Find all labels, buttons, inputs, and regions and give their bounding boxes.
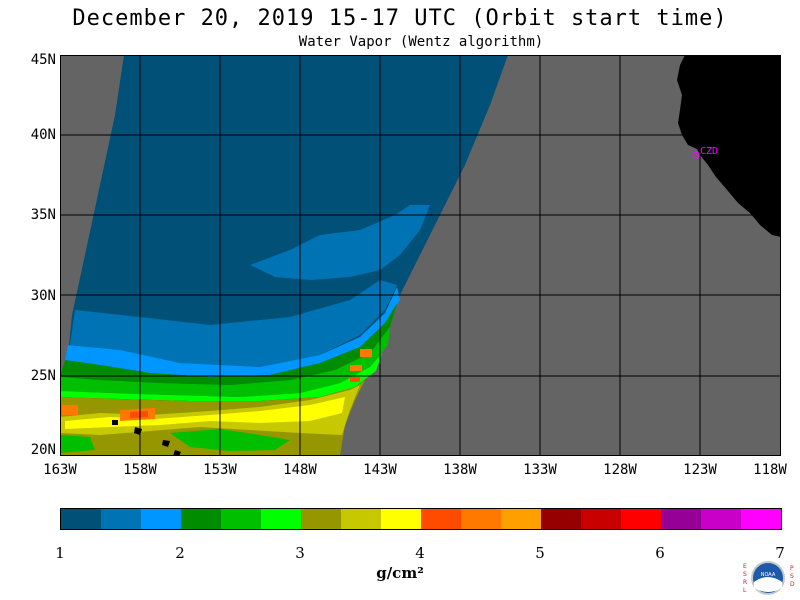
colorbar-cell-7 xyxy=(341,509,381,529)
swath-medium-blue xyxy=(70,205,430,367)
svg-text:P: P xyxy=(790,565,794,572)
colorbar-tick-5: 5 xyxy=(535,544,545,562)
station-label-czd: CZD xyxy=(700,146,719,157)
grid-lines xyxy=(60,55,781,456)
lon-label-123w: 123W xyxy=(683,462,717,478)
swath-dark-green xyxy=(60,303,397,385)
swath-green-spots xyxy=(60,429,290,453)
svg-text:D: D xyxy=(790,581,795,588)
colorbar-cell-5 xyxy=(261,509,301,529)
svg-text:S: S xyxy=(743,571,747,578)
svg-text:NOAA: NOAA xyxy=(761,572,776,578)
svg-text:L: L xyxy=(743,587,747,594)
lon-label-118w: 118W xyxy=(753,462,787,478)
lon-label-153w: 153W xyxy=(203,462,237,478)
lat-label-45n: 45N xyxy=(30,52,56,68)
colorbar xyxy=(60,508,782,530)
swath-yellow xyxy=(65,397,345,429)
swath-bright-green xyxy=(60,353,382,401)
noaa-logo-icon: NOAA E S R L P S D xyxy=(743,561,795,595)
station-marker-icon xyxy=(692,151,700,159)
lat-label-40n: 40N xyxy=(30,127,56,143)
colorbar-cell-12 xyxy=(541,509,581,529)
colorbar-cell-1 xyxy=(101,509,141,529)
colorbar-cell-3 xyxy=(181,509,221,529)
colorbar-cell-15 xyxy=(661,509,701,529)
colorbar-cell-16 xyxy=(701,509,741,529)
svg-text:E: E xyxy=(743,563,747,570)
lon-label-143w: 143W xyxy=(363,462,397,478)
colorbar-cell-14 xyxy=(621,509,661,529)
colorbar-cell-13 xyxy=(581,509,621,529)
colorbar-tick-4: 4 xyxy=(415,544,425,562)
lon-label-163w: 163W xyxy=(43,462,77,478)
map-frame xyxy=(60,55,781,456)
colorbar-cell-8 xyxy=(381,509,421,529)
colorbar-cell-4 xyxy=(221,509,261,529)
land-mass xyxy=(677,55,781,237)
swath-green xyxy=(60,327,390,397)
colorbar-cell-17 xyxy=(741,509,781,529)
lat-label-30n: 30N xyxy=(30,288,56,304)
colorbar-cell-10 xyxy=(461,509,501,529)
colorbar-cell-9 xyxy=(421,509,461,529)
colorbar-cell-11 xyxy=(501,509,541,529)
colorbar-tick-2: 2 xyxy=(175,544,185,562)
colorbar-cell-2 xyxy=(141,509,181,529)
colorbar-cell-6 xyxy=(301,509,341,529)
map-subtitle: Water Vapor (Wentz algorithm) xyxy=(298,34,544,50)
water-vapor-map xyxy=(60,55,781,456)
lat-label-25n: 25N xyxy=(30,368,56,384)
colorbar-tick-3: 3 xyxy=(295,544,305,562)
svg-text:S: S xyxy=(790,573,794,580)
lon-label-133w: 133W xyxy=(523,462,557,478)
lat-label-20n: 20N xyxy=(30,442,56,458)
svg-text:R: R xyxy=(743,579,747,586)
lon-label-148w: 148W xyxy=(283,462,317,478)
colorbar-tick-1: 1 xyxy=(55,544,65,562)
colorbar-cell-0 xyxy=(61,509,101,529)
colorbar-tick-6: 6 xyxy=(655,544,665,562)
colorbar-tick-7: 7 xyxy=(775,544,785,562)
colorbar-unit: g/cm² xyxy=(376,564,424,582)
lon-label-138w: 138W xyxy=(443,462,477,478)
map-title: December 20, 2019 15-17 UTC (Orbit start… xyxy=(72,6,728,31)
lat-label-35n: 35N xyxy=(30,207,56,223)
lon-label-158w: 158W xyxy=(123,462,157,478)
lon-label-128w: 128W xyxy=(603,462,637,478)
map-canvas xyxy=(60,55,781,456)
